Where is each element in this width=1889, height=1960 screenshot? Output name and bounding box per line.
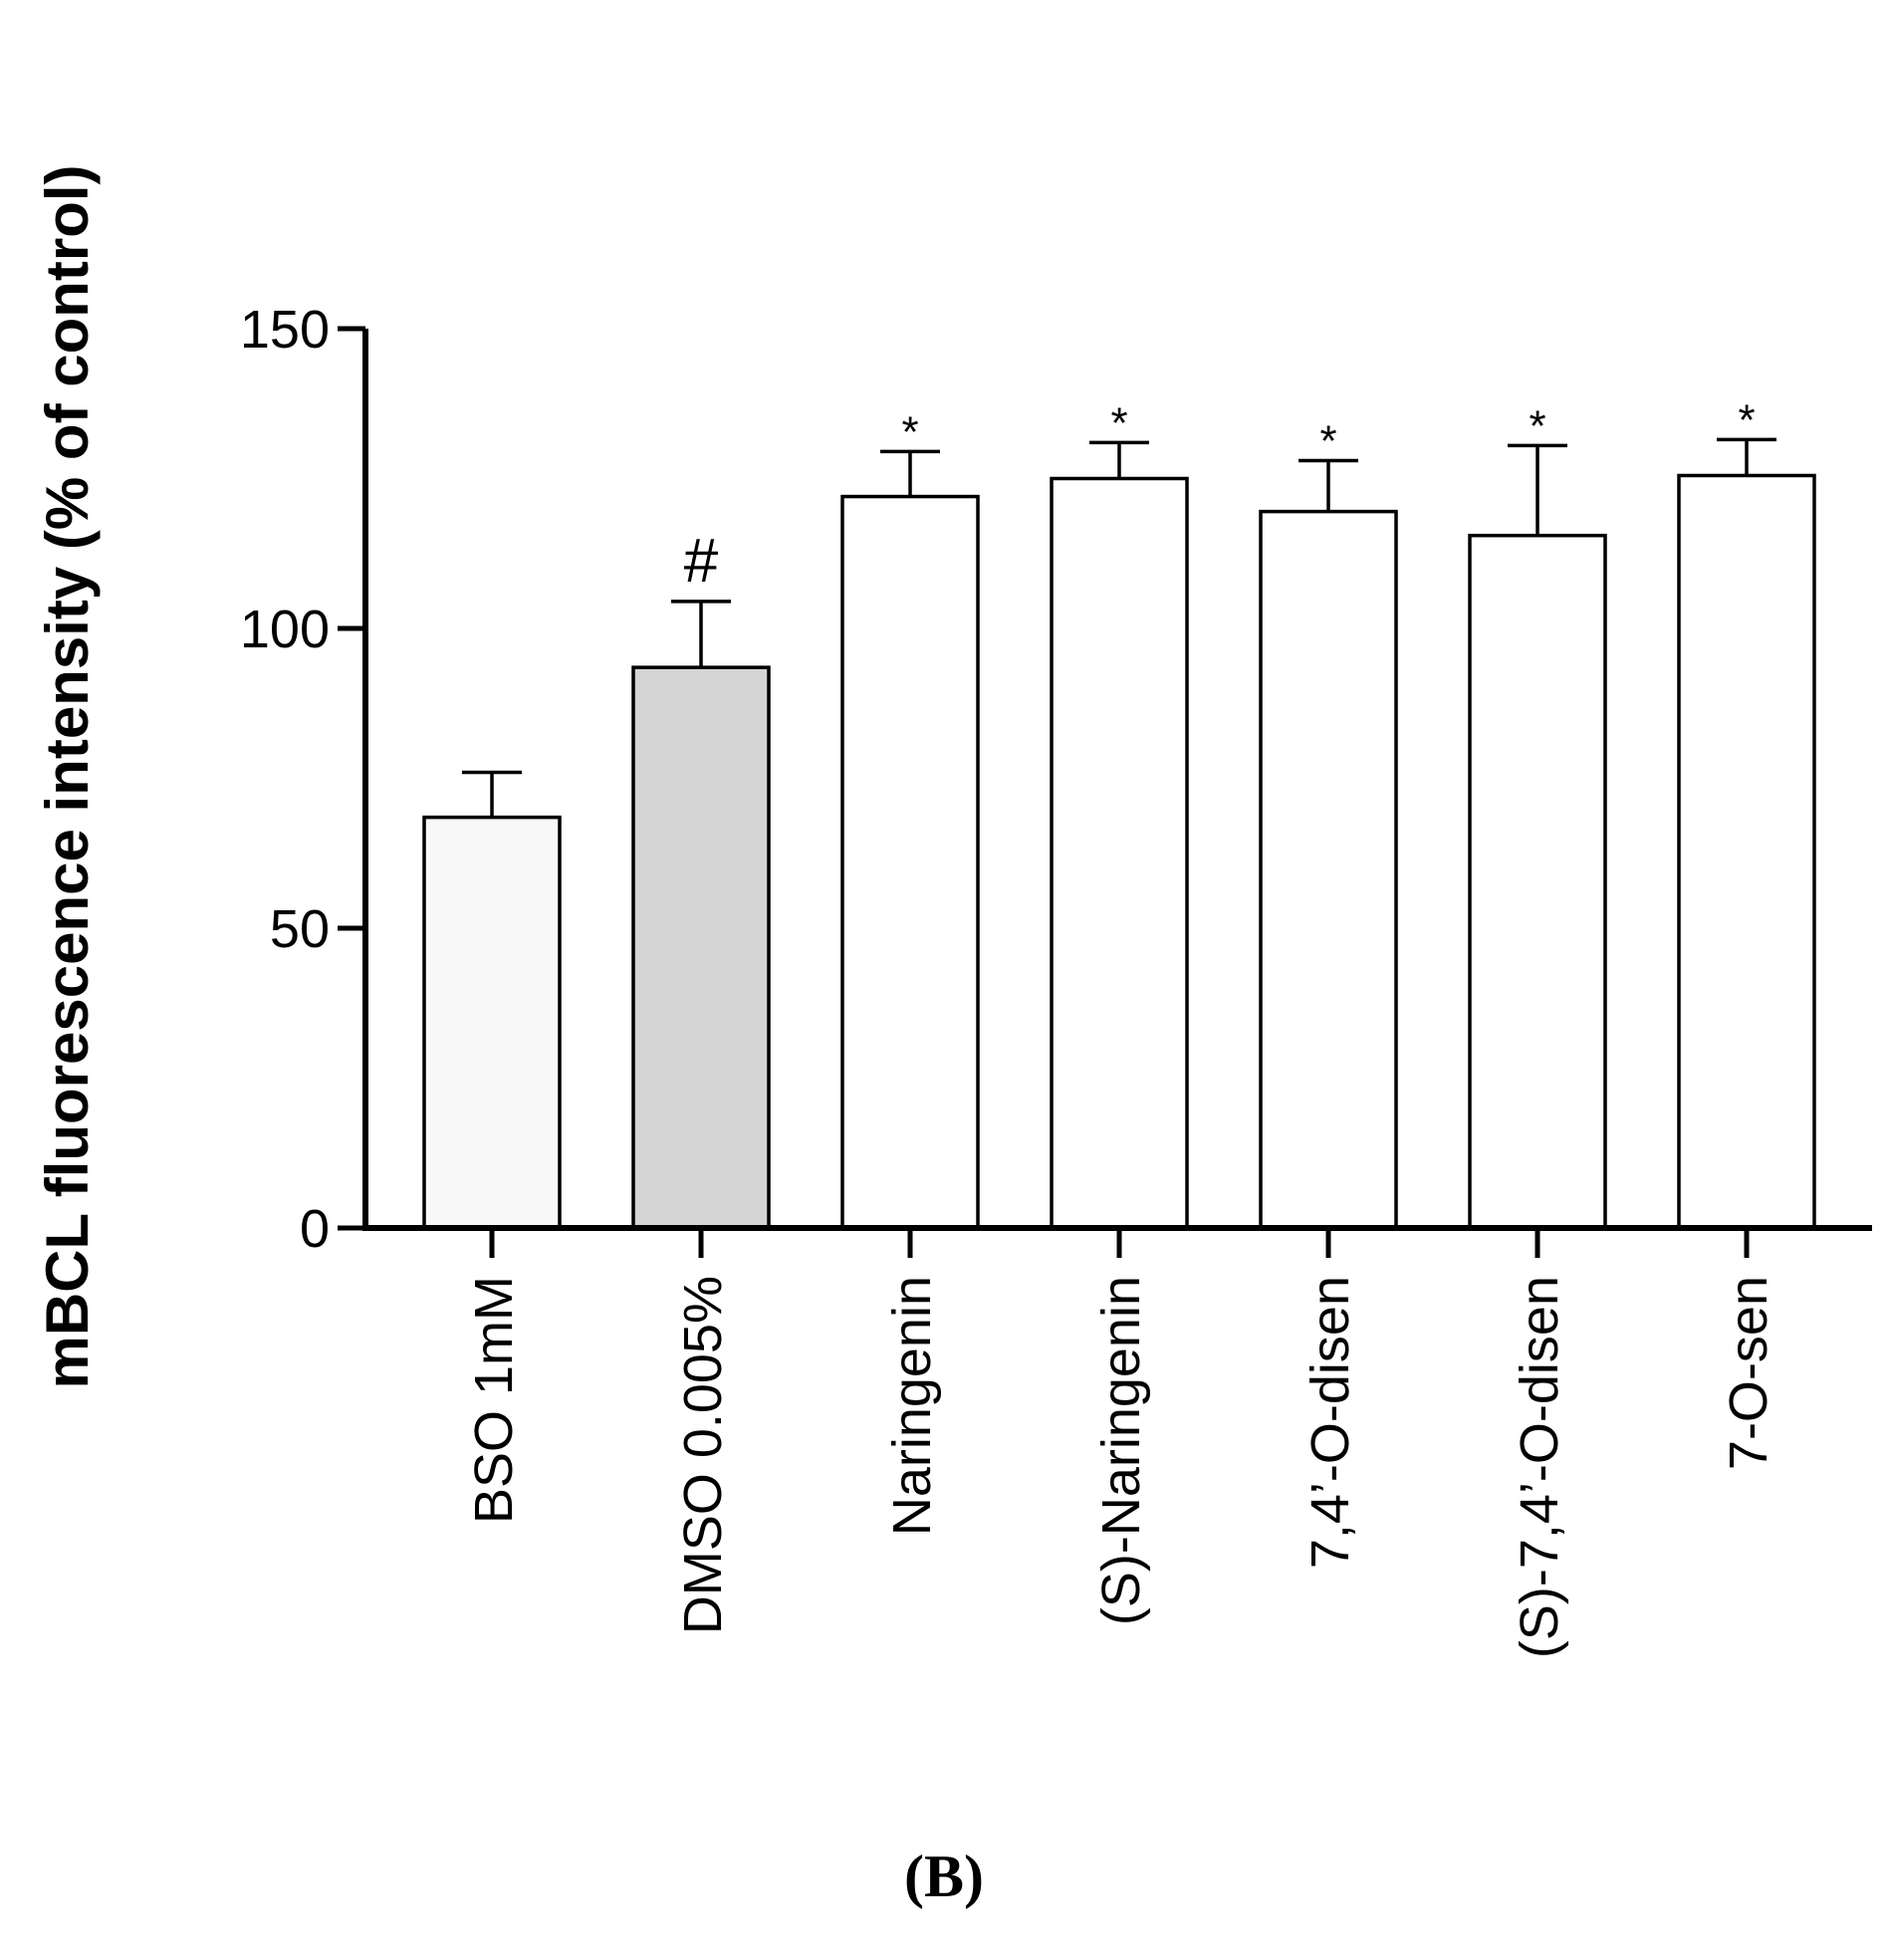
y-tick-label: 0	[300, 1199, 330, 1259]
x-tick-label: DMSO 0.005%	[673, 1276, 733, 1634]
x-tick-label: (S)-Naringenin	[1091, 1276, 1151, 1625]
x-tick-label: 7,4’-O-disen	[1300, 1276, 1360, 1569]
y-axis-label-group: mBCL fluorescence intensity (% of contro…	[34, 164, 101, 1388]
bar	[1259, 509, 1398, 1230]
y-tick-label: 50	[270, 899, 330, 959]
y-tick-label: 100	[240, 600, 330, 659]
bar	[1677, 473, 1816, 1230]
x-tick-label: 7-O-sen	[1719, 1276, 1778, 1470]
significance-marker: *	[1529, 401, 1545, 450]
y-axis: 0 50 100 150	[240, 300, 368, 1259]
panel-label: (B)	[904, 1843, 984, 1909]
x-axis: BSO 1mM DMSO 0.005% Naringenin (S)-Naringen…	[362, 1225, 1872, 1658]
x-tick-label: BSO 1mM	[464, 1276, 524, 1524]
bar	[1050, 476, 1189, 1230]
bars-group: # * * * * *	[422, 395, 1816, 1230]
x-tick-label: Naringenin	[882, 1276, 942, 1536]
bar	[422, 815, 562, 1230]
y-axis-label: mBCL fluorescence intensity (% of contro…	[34, 164, 101, 1388]
significance-marker: *	[901, 407, 918, 456]
bar	[1468, 533, 1607, 1230]
bar	[631, 665, 771, 1230]
y-tick-label: 150	[240, 300, 330, 360]
x-tick-label: (S)-7,4’-O-disen	[1510, 1276, 1569, 1658]
significance-marker: *	[1319, 416, 1336, 465]
significance-marker: *	[1738, 395, 1755, 444]
significance-marker: *	[1110, 398, 1127, 447]
bar	[840, 494, 980, 1230]
significance-marker: #	[684, 527, 719, 596]
